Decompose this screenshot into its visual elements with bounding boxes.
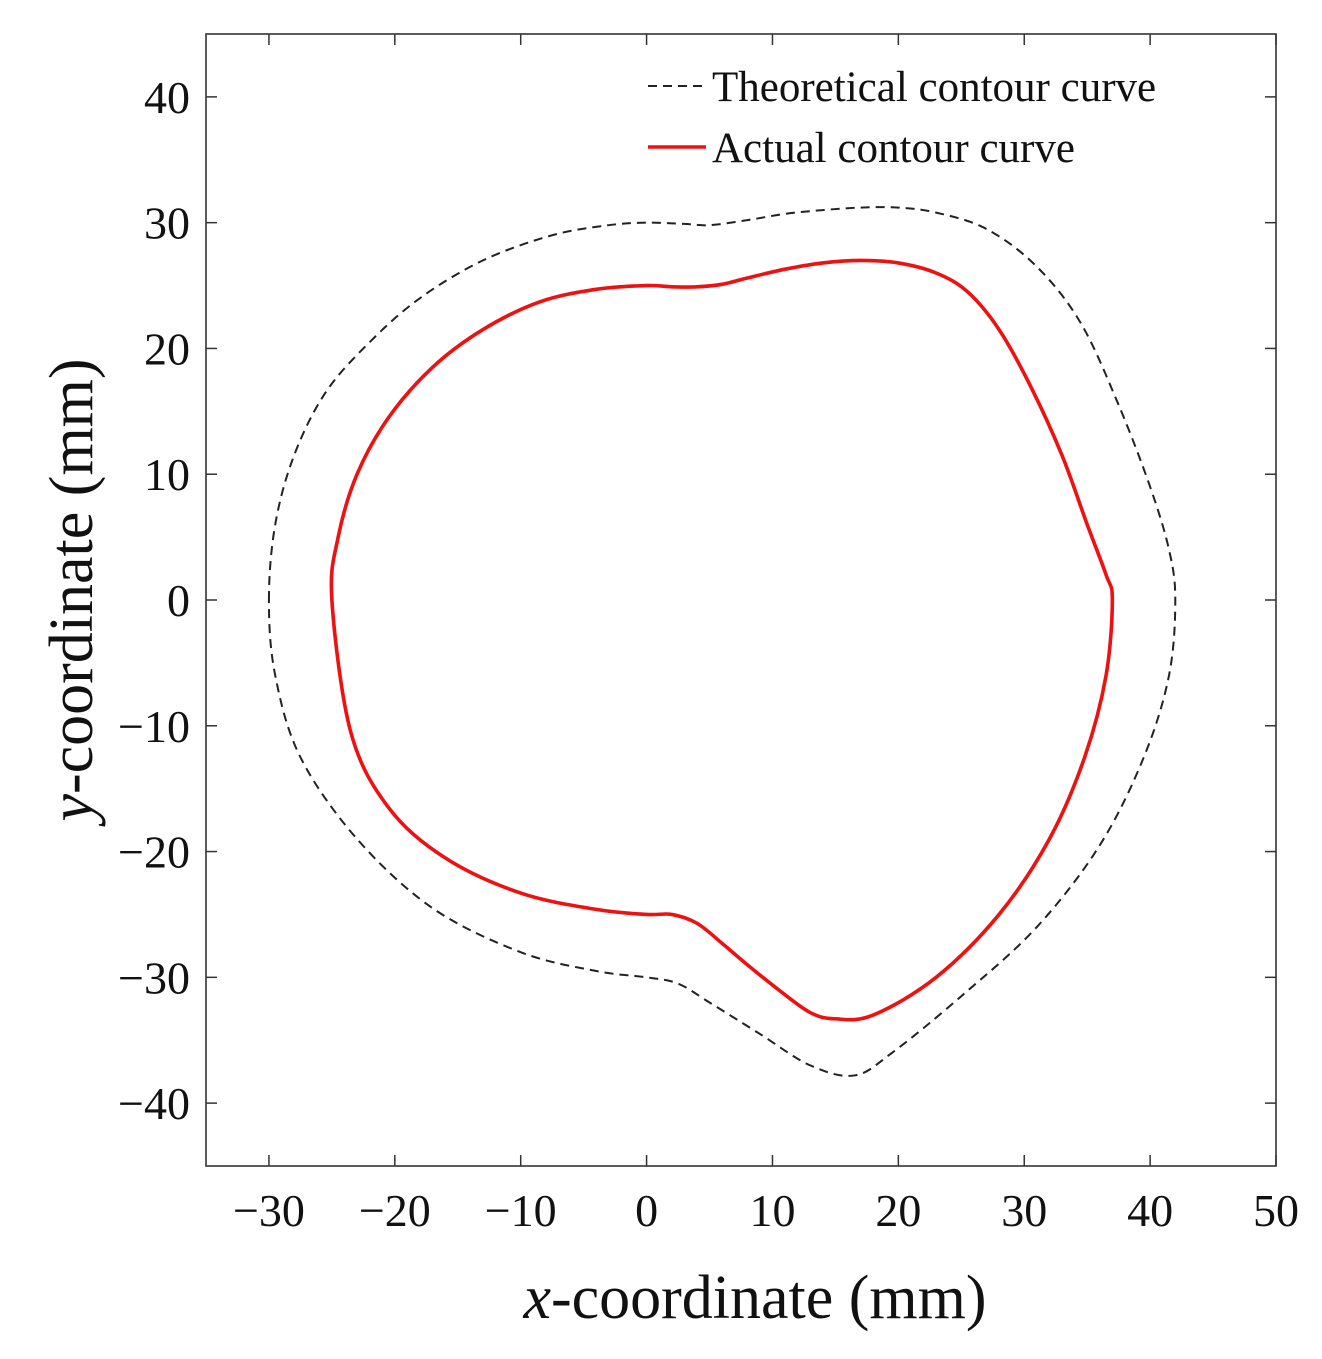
legend-label: Theoretical contour curve — [712, 64, 1156, 111]
y-axis-label: y-coordinate (mm) — [38, 358, 106, 827]
y-tick-label: −30 — [118, 952, 190, 1003]
actual-contour-curve — [329, 258, 1115, 1022]
legend-label: Actual contour curve — [712, 125, 1075, 172]
x-tick-label: 20 — [875, 1185, 921, 1236]
y-tick-label: 20 — [144, 323, 190, 374]
x-tick-label: 10 — [749, 1185, 795, 1236]
y-axis-variable: y — [38, 794, 106, 828]
y-tick-label: −40 — [118, 1078, 190, 1129]
y-tick-label: 10 — [144, 449, 190, 500]
y-tick-label: 40 — [144, 72, 190, 123]
y-tick-label: 0 — [167, 575, 190, 626]
theoretical-contour-curve — [267, 206, 1177, 1077]
x-tick-label: 50 — [1253, 1185, 1299, 1236]
y-tick-label: 30 — [144, 198, 190, 249]
x-tick-label: 30 — [1001, 1185, 1047, 1236]
y-axis-text: -coordinate (mm) — [38, 358, 106, 794]
y-tick-label: −10 — [118, 701, 190, 752]
plot-frame — [205, 33, 1277, 1167]
x-tick-label: −20 — [359, 1185, 431, 1236]
x-tick-label: −30 — [233, 1185, 305, 1236]
x-tick-label: 0 — [635, 1185, 658, 1236]
y-tick-label: −20 — [118, 827, 190, 878]
x-axis-text: -coordinate (mm) — [551, 1264, 987, 1332]
x-tick-label: 40 — [1127, 1185, 1173, 1236]
x-axis-variable: x — [522, 1264, 551, 1332]
x-axis-label: x-coordinate (mm) — [522, 1264, 986, 1332]
x-tick-label: −10 — [485, 1185, 557, 1236]
